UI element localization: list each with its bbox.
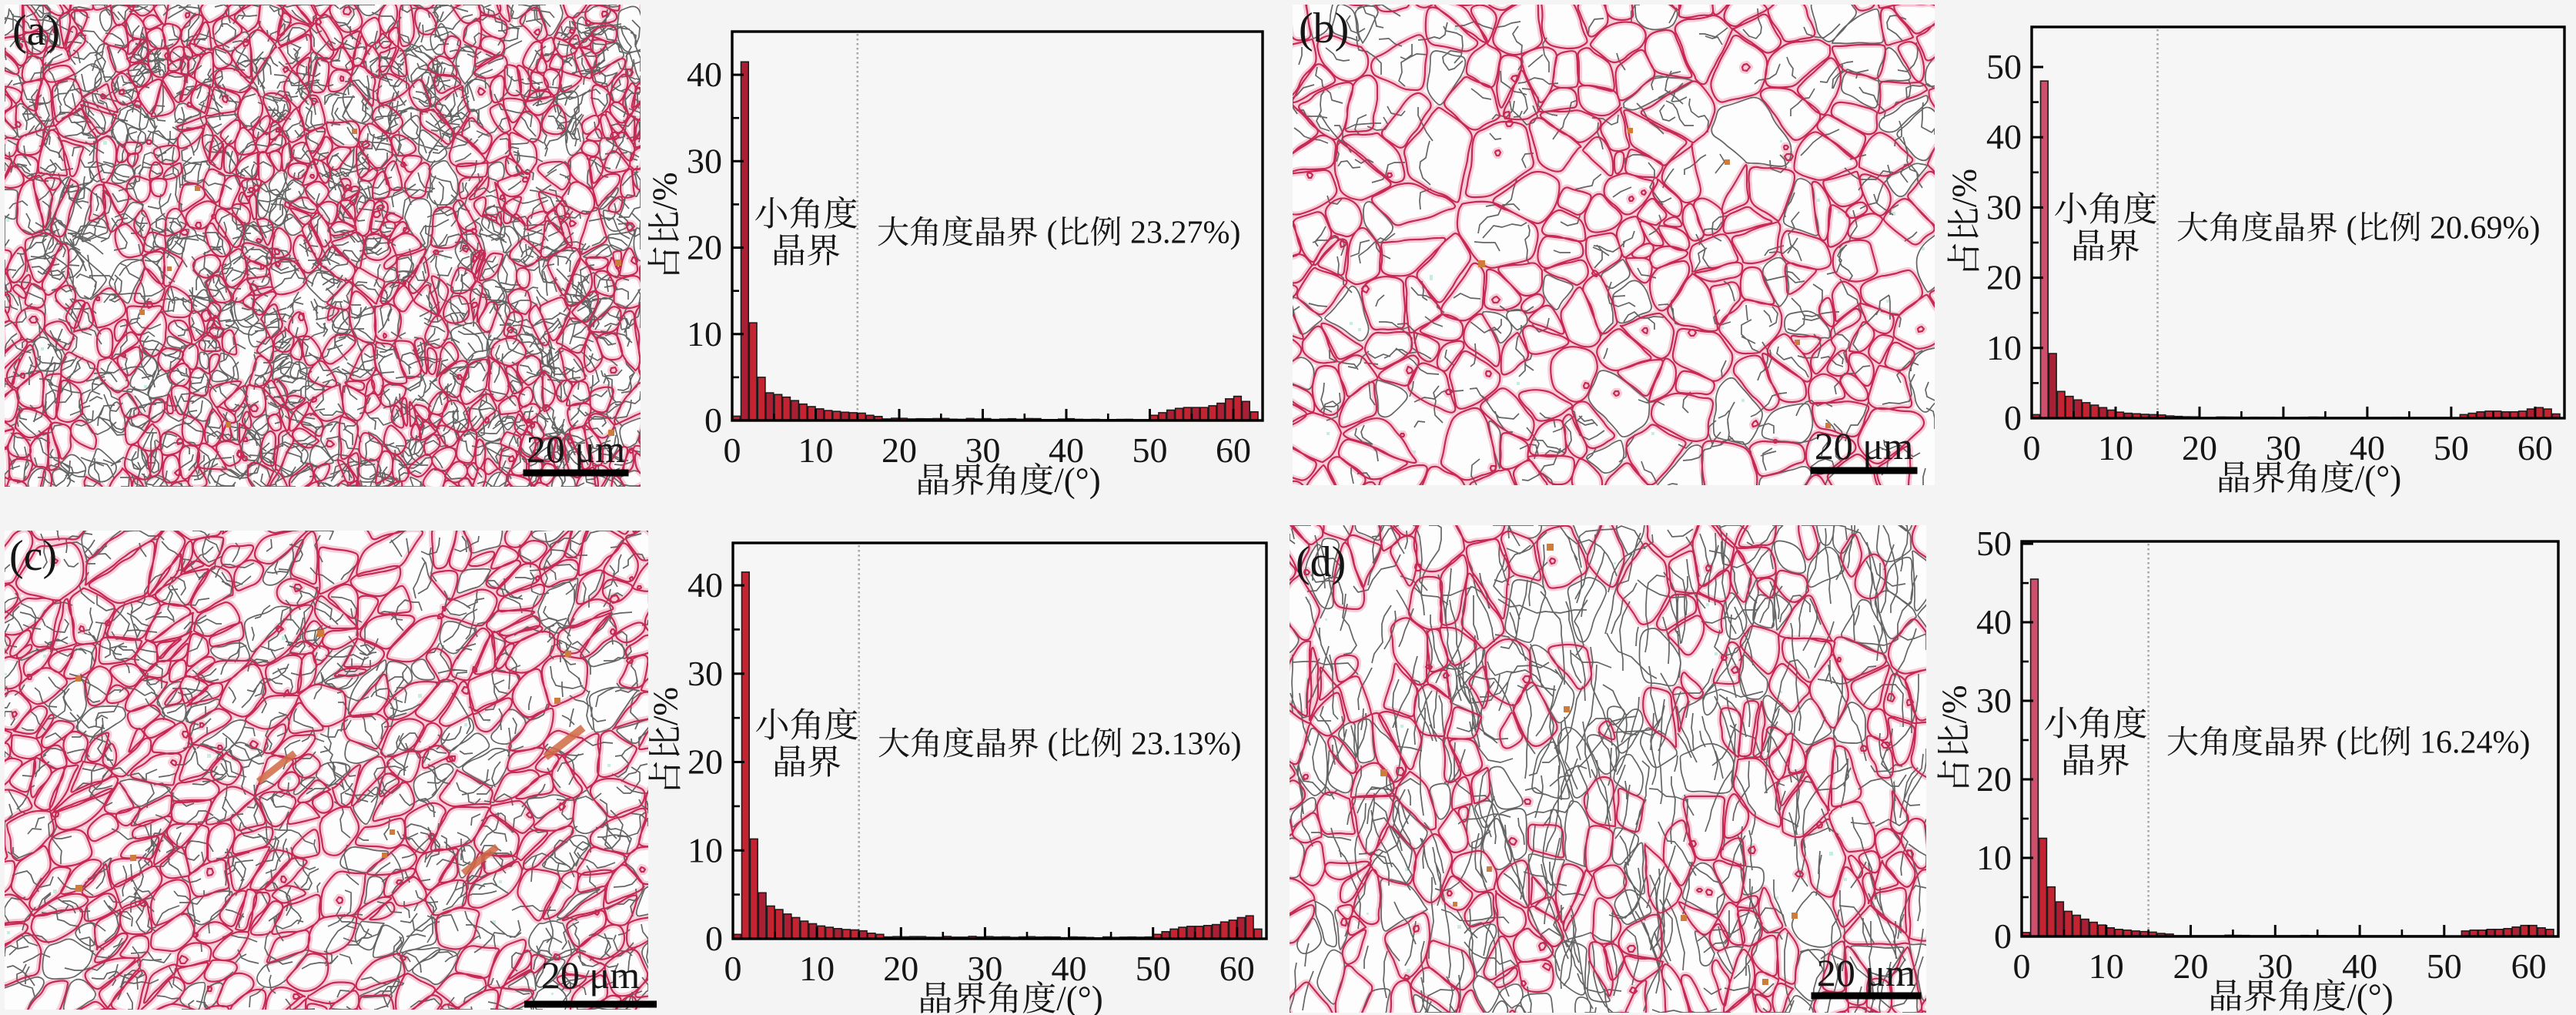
svg-text:0: 0 xyxy=(724,430,741,470)
svg-text:40: 40 xyxy=(1976,602,2012,641)
svg-text:20: 20 xyxy=(687,742,723,782)
svg-text:/%: /% xyxy=(1935,685,1974,724)
svg-text:20 μm: 20 μm xyxy=(1817,951,1915,994)
svg-text:40: 40 xyxy=(1052,949,1087,988)
svg-text:40: 40 xyxy=(687,55,722,94)
svg-text:0: 0 xyxy=(2013,946,2031,986)
svg-text:30: 30 xyxy=(687,141,722,180)
svg-text:0: 0 xyxy=(705,919,723,958)
svg-text:23.27%): 23.27%) xyxy=(1122,216,1241,251)
svg-text:10: 10 xyxy=(1976,838,2012,877)
svg-text:/%: /% xyxy=(647,687,685,725)
svg-text:60: 60 xyxy=(1216,430,1251,470)
svg-text:40: 40 xyxy=(1049,430,1084,470)
svg-text:20: 20 xyxy=(1986,258,2022,297)
svg-text:0: 0 xyxy=(2004,398,2022,437)
svg-text:0: 0 xyxy=(704,400,722,440)
svg-text:20.69%): 20.69%) xyxy=(2422,211,2541,246)
svg-text:/%: /% xyxy=(646,173,684,211)
svg-text:0: 0 xyxy=(2023,428,2041,467)
svg-text:60: 60 xyxy=(2517,428,2553,467)
svg-text:0: 0 xyxy=(1994,916,2012,956)
svg-text:30: 30 xyxy=(967,949,1002,988)
svg-text:10: 10 xyxy=(2089,946,2124,986)
svg-text:10: 10 xyxy=(687,314,722,353)
svg-text:/(°): /(°) xyxy=(1056,980,1102,1015)
svg-text:10: 10 xyxy=(2098,428,2133,467)
svg-text:30: 30 xyxy=(2257,946,2293,986)
svg-text:40: 40 xyxy=(2350,428,2385,467)
svg-text:40: 40 xyxy=(1986,117,2022,156)
svg-text:0: 0 xyxy=(724,949,742,988)
svg-text:16.24%): 16.24%) xyxy=(2412,725,2531,761)
svg-text:20: 20 xyxy=(883,949,918,988)
svg-text:30: 30 xyxy=(1986,187,2022,226)
svg-text:23.13%): 23.13%) xyxy=(1123,727,1242,762)
svg-text:20 μm: 20 μm xyxy=(527,427,625,471)
svg-text:50: 50 xyxy=(1132,430,1168,470)
svg-text:(: ( xyxy=(1039,216,1058,251)
svg-text:/(°): /(°) xyxy=(1054,461,1100,500)
svg-text:50: 50 xyxy=(2434,428,2469,467)
svg-text:40: 40 xyxy=(687,565,723,605)
svg-text:20 μm: 20 μm xyxy=(1815,424,1913,467)
svg-text:30: 30 xyxy=(2266,428,2301,467)
svg-text:50: 50 xyxy=(2427,946,2462,986)
svg-text:10: 10 xyxy=(798,430,834,470)
svg-text:/(°): /(°) xyxy=(2347,977,2393,1015)
svg-text:20: 20 xyxy=(1976,759,2012,799)
svg-text:40: 40 xyxy=(2342,946,2377,986)
svg-text:60: 60 xyxy=(1219,949,1255,988)
svg-text:20: 20 xyxy=(2173,946,2209,986)
svg-text:20: 20 xyxy=(687,228,722,267)
svg-text:(d): (d) xyxy=(1296,538,1346,586)
svg-text:30: 30 xyxy=(965,430,1001,470)
svg-text:(c): (c) xyxy=(9,532,57,580)
svg-text:60: 60 xyxy=(2511,946,2547,986)
svg-text:(a): (a) xyxy=(12,7,60,55)
svg-text:50: 50 xyxy=(1986,47,2022,86)
svg-text:50: 50 xyxy=(1976,524,2012,563)
svg-text:20 μm: 20 μm xyxy=(541,953,640,997)
svg-text:(: ( xyxy=(2338,211,2357,246)
svg-text:/%: /% xyxy=(1945,169,1984,207)
svg-text:(b): (b) xyxy=(1299,5,1349,52)
svg-text:10: 10 xyxy=(1986,328,2022,367)
svg-text:/(°): /(°) xyxy=(2355,459,2401,497)
svg-text:20: 20 xyxy=(2182,428,2217,467)
svg-text:30: 30 xyxy=(687,654,723,693)
svg-text:(: ( xyxy=(2328,725,2347,761)
svg-text:10: 10 xyxy=(799,949,835,988)
svg-text:20: 20 xyxy=(882,430,917,470)
svg-text:50: 50 xyxy=(1136,949,1171,988)
svg-text:(: ( xyxy=(1039,727,1059,762)
svg-text:10: 10 xyxy=(687,830,723,869)
svg-text:30: 30 xyxy=(1976,681,2012,720)
